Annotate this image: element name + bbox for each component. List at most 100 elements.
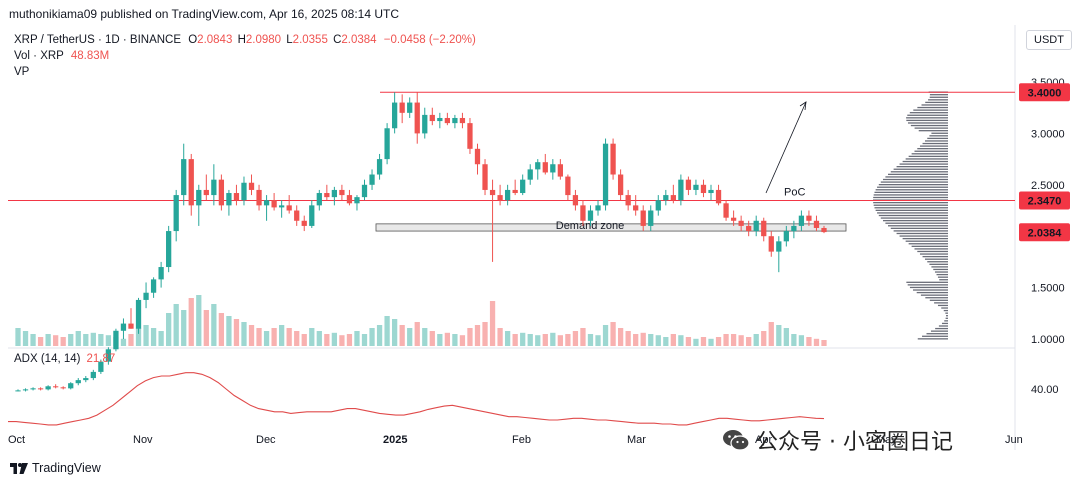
candle-body	[723, 203, 729, 218]
volume-profile-bar	[874, 191, 948, 194]
footer-brand[interactable]: TradingView	[10, 460, 101, 475]
close-label: C	[333, 34, 342, 46]
candle-body	[256, 189, 262, 206]
candle-body	[83, 378, 89, 381]
time-tick-label: Jun	[1005, 434, 1023, 446]
volume-profile-bar	[918, 130, 948, 132]
volume-profile-bar	[896, 232, 948, 235]
price-badge	[1019, 191, 1070, 210]
candle-body	[497, 195, 503, 201]
candle-body	[693, 184, 699, 190]
volume-profile-bar	[920, 294, 948, 296]
volume-bar	[150, 328, 157, 346]
candle-body	[768, 236, 774, 252]
volume-profile-bar	[890, 171, 948, 173]
volume-profile-bar	[906, 117, 948, 119]
volume-profile-bar	[914, 127, 948, 129]
candle-body	[685, 179, 692, 190]
volume-bar	[535, 335, 541, 346]
candle-body	[512, 189, 518, 194]
volume-bar	[143, 325, 149, 346]
candle-body	[663, 195, 669, 201]
candle-body	[158, 267, 164, 280]
candle-body	[655, 200, 661, 211]
volume-bar	[211, 304, 217, 346]
vp-label[interactable]: VP	[14, 66, 30, 78]
candle-body	[331, 189, 338, 198]
volume-bar	[580, 328, 586, 346]
candle-body	[806, 215, 812, 221]
volume-profile-bar	[874, 207, 948, 209]
volume-bar	[459, 335, 466, 346]
volume-bar	[746, 337, 752, 346]
candle-body	[37, 388, 44, 390]
volume-bar	[474, 325, 481, 346]
volume-bar	[527, 334, 533, 346]
price-badge-label: 2.0384	[1028, 227, 1063, 239]
candle-body	[625, 195, 631, 206]
volume-profile-bar	[880, 181, 948, 183]
volume-bar	[271, 328, 277, 346]
candle-body	[437, 117, 443, 122]
volume-profile-bar	[922, 255, 948, 258]
volume-bar	[497, 328, 503, 346]
volume-profile-bar	[917, 338, 948, 340]
candle-body	[324, 193, 330, 198]
candle-body	[798, 215, 805, 226]
candle-body	[813, 220, 820, 228]
high-label: H	[237, 34, 246, 46]
candle-body	[700, 184, 707, 194]
volume-bar	[617, 328, 624, 346]
volume-bar	[414, 322, 420, 346]
volume-profile-bar	[925, 297, 948, 299]
volume-label[interactable]: Vol · XRP	[14, 50, 64, 62]
volume-profile-bar	[902, 237, 948, 240]
adx-label[interactable]: ADX (14, 14)	[14, 353, 81, 365]
volume-profile-bar	[877, 186, 948, 188]
volume-profile-bar	[912, 289, 948, 291]
candle-body	[241, 182, 247, 201]
volume-profile-bar	[880, 217, 948, 219]
volume-profile-bar	[910, 124, 948, 127]
candle-body	[504, 189, 511, 201]
candle-body	[482, 164, 488, 190]
volume-profile-bar	[893, 168, 948, 170]
volume-bar	[105, 335, 112, 346]
volume-bar	[22, 331, 29, 346]
volume-profile-bar	[873, 204, 948, 206]
volume-profile-bar	[939, 279, 948, 281]
candle-body	[203, 189, 209, 196]
candle-body	[557, 164, 563, 177]
volume-bar	[203, 310, 209, 346]
candle-body	[22, 389, 29, 391]
candle-body	[279, 205, 285, 208]
volume-profile-bar	[945, 317, 948, 319]
candle-body	[587, 210, 594, 221]
volume-bar	[730, 334, 737, 346]
symbol-title[interactable]: XRP / TetherUS · 1D · BINANCE	[14, 34, 182, 46]
volume-profile-bar	[924, 140, 948, 142]
volume-bar	[444, 332, 451, 346]
volume-profile-bar	[933, 268, 948, 271]
candle-body	[452, 117, 458, 124]
volume-bar	[633, 334, 639, 346]
volume-bar	[60, 337, 66, 346]
volume-bar	[309, 328, 315, 346]
volume-profile-bar	[929, 96, 948, 98]
volume-profile-bar	[875, 189, 948, 191]
candle-body	[489, 189, 496, 196]
candle-body	[670, 195, 676, 201]
candle-body	[821, 227, 827, 233]
currency-button[interactable]: USDT	[1026, 30, 1072, 50]
candle-body	[730, 217, 737, 221]
close-value: 2.0384	[341, 34, 377, 46]
volume-bar	[391, 319, 398, 346]
projection-arrow	[765, 101, 807, 194]
volume-bar	[120, 338, 127, 346]
candle-body	[15, 390, 21, 392]
candle-body	[105, 349, 112, 362]
candle-body	[135, 299, 142, 329]
candle-body	[527, 169, 533, 180]
candle-body	[678, 179, 684, 201]
